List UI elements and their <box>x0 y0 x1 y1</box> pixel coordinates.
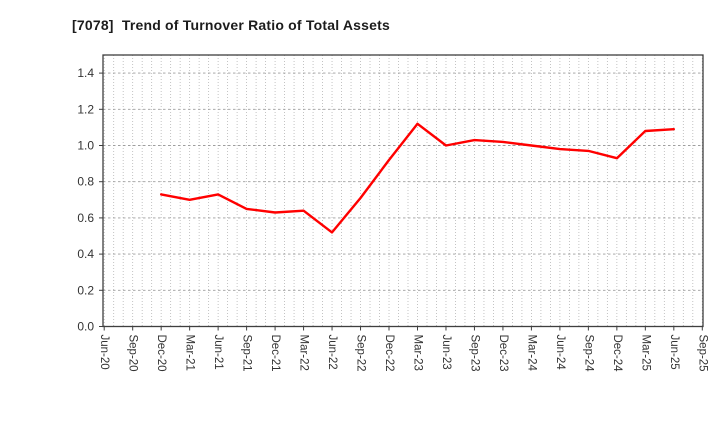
y-tick-label: 1.2 <box>77 102 94 116</box>
x-tick-label: Jun-22 <box>326 335 338 370</box>
x-tick-label: Jun-23 <box>440 335 452 370</box>
y-tick-label: 1.0 <box>77 139 94 153</box>
x-tick-label: Sep-21 <box>241 335 253 372</box>
x-tick-label: Mar-24 <box>525 335 537 372</box>
x-tick-label: Sep-22 <box>355 335 367 372</box>
y-tick-label: 0.4 <box>77 247 94 261</box>
x-tick-label: Mar-23 <box>411 335 423 371</box>
x-tick-label: Sep-20 <box>127 335 139 372</box>
x-tick-label: Sep-23 <box>468 335 480 372</box>
x-tick-label: Mar-21 <box>184 335 196 371</box>
chart-title: [7078] Trend of Turnover Ratio of Total … <box>72 17 390 33</box>
x-tick-label: Jun-24 <box>554 335 566 371</box>
x-tick-label: Sep-24 <box>582 335 594 373</box>
x-tick-label: Sep-25 <box>696 335 708 372</box>
x-tick-label: Jun-21 <box>212 335 224 370</box>
x-tick-label: Mar-22 <box>298 335 310 371</box>
x-tick-label: Dec-21 <box>269 335 281 372</box>
y-tick-label: 0.6 <box>77 211 94 225</box>
y-tick-label: 0.0 <box>77 320 94 334</box>
plot-border <box>102 54 704 328</box>
x-tick-label: Dec-22 <box>383 335 395 372</box>
series-line <box>159 122 675 234</box>
x-tick-label: Dec-23 <box>497 335 509 372</box>
x-tick-label: Mar-25 <box>639 335 651 371</box>
x-tick-label: Jun-25 <box>668 335 680 370</box>
x-tick-label: Dec-24 <box>611 335 623 373</box>
y-tick-label: 0.2 <box>77 283 94 297</box>
y-tick-label: 0.8 <box>77 175 94 189</box>
y-tick-label: 1.4 <box>77 66 94 80</box>
x-tick-label: Dec-20 <box>155 335 167 372</box>
x-tick-label: Jun-20 <box>98 335 110 370</box>
